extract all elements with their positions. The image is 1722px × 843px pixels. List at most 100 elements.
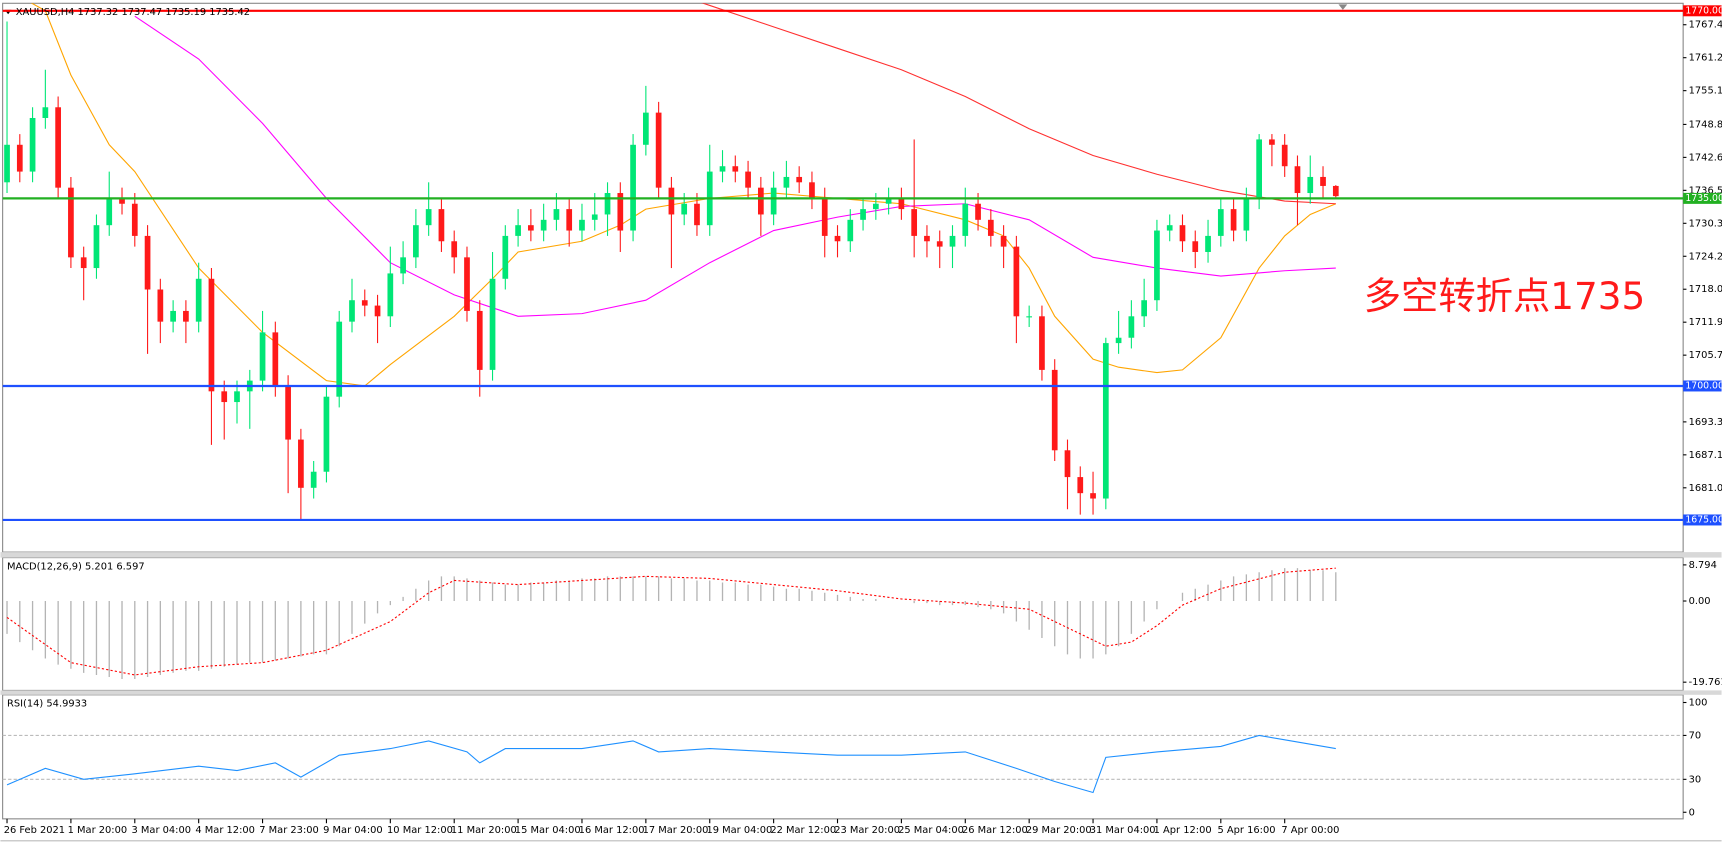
candle-body <box>16 144 23 172</box>
y-tick-label: 1736.50 <box>1689 185 1722 196</box>
candle-body <box>476 310 483 370</box>
y-tick-label: 1711.90 <box>1689 317 1722 328</box>
candle-body <box>540 219 547 231</box>
x-tick-label: 7 Mar 23:00 <box>259 825 319 836</box>
y-tick-label: 1681.00 <box>1689 483 1722 494</box>
y-tick-label: 1718.05 <box>1689 284 1722 295</box>
candle-body <box>566 209 573 231</box>
candle-body <box>310 471 317 488</box>
separator <box>0 552 1722 558</box>
candle-body <box>1026 316 1033 318</box>
candle-body <box>1192 241 1199 252</box>
main-plot <box>2 3 1684 522</box>
rsi-plot <box>2 734 1684 794</box>
candle-body <box>374 305 381 317</box>
y-tick-label: 100 <box>1689 698 1708 709</box>
x-tick-label: 25 Mar 04:00 <box>898 825 964 836</box>
candle-body <box>1230 209 1237 231</box>
candle-body <box>1090 493 1096 499</box>
candle-body <box>183 310 189 322</box>
candle-body <box>170 310 176 322</box>
level-tag <box>1683 514 1722 526</box>
candle-body <box>131 203 138 236</box>
candle-body <box>987 219 994 236</box>
candle-body <box>1013 246 1020 317</box>
shift-marker <box>1338 4 1348 10</box>
candle-body <box>1128 316 1135 338</box>
candle-body <box>93 225 100 269</box>
x-tick-label: 4 Mar 12:00 <box>195 825 255 836</box>
candle-body <box>157 289 164 322</box>
candle-body <box>528 225 534 231</box>
candle-body <box>438 209 445 242</box>
candle-body <box>119 198 125 204</box>
y-tick-label: 1755.10 <box>1689 86 1722 97</box>
candle-body <box>809 182 815 199</box>
candle-body <box>234 391 240 403</box>
candle-body <box>796 176 803 183</box>
x-tick-label: 10 Mar 12:00 <box>387 825 453 836</box>
candle-body <box>719 166 726 172</box>
candle-body <box>1179 225 1186 242</box>
candle-body <box>208 278 215 392</box>
y-tick-label: -19.761 <box>1689 677 1722 688</box>
candle-body <box>681 203 688 215</box>
candle-body <box>936 241 943 247</box>
candle-body <box>924 235 930 242</box>
candle-body <box>872 203 879 210</box>
candle-body <box>885 198 892 204</box>
y-tick-label: 1705.75 <box>1689 350 1722 361</box>
candle-body <box>1269 139 1275 145</box>
x-tick-label: 7 Apr 00:00 <box>1281 825 1339 836</box>
overlay: 1767.40 1761.25 1755.10 1748.80 1742.65 1736.… <box>4 5 1722 836</box>
x-tick-label: 16 Mar 12:00 <box>579 825 645 836</box>
x-tick-label: 1 Mar 20:00 <box>68 825 128 836</box>
level-label: 1700.00 <box>1685 380 1722 391</box>
candle-body <box>617 193 624 231</box>
level-tag <box>1683 5 1722 17</box>
x-tick-label: 26 Mar 12:00 <box>962 825 1028 836</box>
candle-body <box>898 198 905 210</box>
candle-body <box>975 203 981 220</box>
x-tick-label: 26 Feb 2021 <box>4 825 65 836</box>
candle-body <box>413 225 419 258</box>
candle-body <box>1115 337 1122 344</box>
main-title: XAUUSD,H4 1737.32 1737.47 1735.19 1735.4… <box>16 7 250 18</box>
series-line <box>701 3 1336 205</box>
candle-body <box>144 235 151 290</box>
candle-body <box>962 203 969 236</box>
candle-body <box>1332 185 1339 197</box>
candle-body <box>860 209 866 220</box>
y-tick-label: 0.00 <box>1689 596 1711 607</box>
candle-body <box>221 391 228 403</box>
candle-body <box>1051 369 1058 451</box>
candle-body <box>1281 144 1288 167</box>
candle-body <box>770 187 777 215</box>
y-tick-label: 1693.30 <box>1689 417 1722 428</box>
x-tick-label: 5 Apr 16:00 <box>1218 825 1276 836</box>
x-tick-label: 11 Mar 20:00 <box>451 825 517 836</box>
series-line <box>6 734 1336 794</box>
candle-body <box>387 273 394 317</box>
candle-body <box>42 107 49 118</box>
candle-body <box>55 107 61 188</box>
candle-body <box>285 385 291 440</box>
candle-body <box>1154 230 1160 301</box>
y-tick-label: 1761.25 <box>1689 53 1722 64</box>
level-tag <box>1683 192 1722 204</box>
candle-body <box>451 241 458 258</box>
x-tick-label: 29 Mar 20:00 <box>1026 825 1092 836</box>
series-line <box>134 15 1336 317</box>
candle-body <box>949 235 956 247</box>
macd-plot <box>6 567 1337 680</box>
candle-body <box>1217 209 1224 236</box>
candle-body <box>323 396 330 472</box>
candle-body <box>694 203 700 226</box>
y-tick-label: 1748.80 <box>1689 119 1722 130</box>
candle-body <box>336 321 343 397</box>
candle-body <box>259 332 266 381</box>
y-tick-label: 1767.40 <box>1689 20 1722 31</box>
candle-body <box>834 235 841 242</box>
